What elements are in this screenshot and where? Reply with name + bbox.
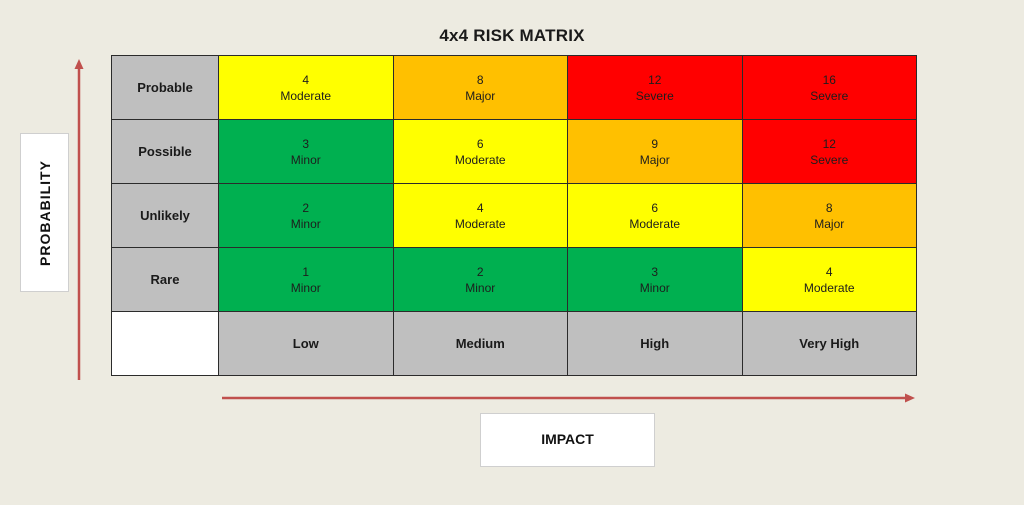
risk-matrix-grid: Probable 4 Moderate 8 Major 12 Severe 16 Severe P… <box>111 55 917 376</box>
risk-level: Severe <box>810 88 849 103</box>
matrix-title: 4x4 RISK MATRIX <box>439 26 585 45</box>
risk-cell: 16 Severe <box>741 55 917 120</box>
risk-score: 3 <box>302 136 310 151</box>
risk-level: Minor <box>290 152 321 167</box>
risk-cell: 8 Major <box>392 55 568 120</box>
risk-score: 9 <box>651 136 659 151</box>
risk-score: 1 <box>302 264 310 279</box>
risk-score: 8 <box>825 200 833 215</box>
probability-arrow-icon <box>74 59 84 380</box>
risk-level: Severe <box>635 88 674 103</box>
matrix-row: Possible 3 Minor 6 Moderate 9 Major 12 Severe <box>111 119 917 184</box>
risk-level: Severe <box>810 152 849 167</box>
risk-cell: 4 Moderate <box>218 55 394 120</box>
risk-cell: 4 Moderate <box>741 247 917 312</box>
probability-axis-label: PROBABILITY <box>36 159 53 266</box>
risk-cell: 12 Severe <box>567 55 743 120</box>
risk-score: 4 <box>825 264 833 279</box>
risk-level: Moderate <box>280 88 332 103</box>
risk-level: Major <box>639 152 670 167</box>
risk-score: 4 <box>476 200 484 215</box>
risk-cell: 8 Major <box>741 183 917 248</box>
risk-score: 6 <box>651 200 659 215</box>
impact-column-header: Medium <box>392 311 568 376</box>
risk-level: Major <box>465 88 496 103</box>
impact-axis-label: IMPACT <box>541 431 594 447</box>
probability-row-header: Rare <box>111 247 219 312</box>
risk-score: 8 <box>476 72 484 87</box>
risk-cell: 1 Minor <box>218 247 394 312</box>
risk-level: Minor <box>290 216 321 231</box>
risk-score: 4 <box>302 72 310 87</box>
probability-row-header: Unlikely <box>111 183 219 248</box>
risk-score: 16 <box>822 72 836 87</box>
impact-arrow-icon <box>222 393 915 403</box>
risk-cell: 9 Major <box>567 119 743 184</box>
risk-cell: 2 Minor <box>218 183 394 248</box>
matrix-row: Probable 4 Moderate 8 Major 12 Severe 16 Severe <box>111 55 917 120</box>
impact-column-header: Low <box>218 311 394 376</box>
risk-cell: 12 Severe <box>741 119 917 184</box>
risk-cell: 6 Moderate <box>392 119 568 184</box>
probability-axis-box: PROBABILITY <box>20 133 69 292</box>
risk-level: Moderate <box>629 216 681 231</box>
risk-level: Minor <box>639 280 670 295</box>
corner-cell <box>111 311 219 376</box>
risk-level: Moderate <box>454 216 506 231</box>
risk-score: 12 <box>822 136 836 151</box>
risk-score: 2 <box>476 264 484 279</box>
risk-level: Moderate <box>454 152 506 167</box>
risk-cell: 3 Minor <box>218 119 394 184</box>
matrix-row: Unlikely 2 Minor 4 Moderate 6 Moderate 8 Major <box>111 183 917 248</box>
risk-level: Minor <box>465 280 496 295</box>
impact-axis-box: IMPACT <box>480 413 655 467</box>
risk-score: 6 <box>476 136 484 151</box>
risk-level: Major <box>814 216 845 231</box>
risk-score: 12 <box>648 72 662 87</box>
risk-cell: 4 Moderate <box>392 183 568 248</box>
risk-score: 2 <box>302 200 310 215</box>
risk-cell: 3 Minor <box>567 247 743 312</box>
risk-score: 3 <box>651 264 659 279</box>
impact-column-header: Very High <box>741 311 917 376</box>
probability-row-header: Possible <box>111 119 219 184</box>
impact-header-row: Low Medium High Very High <box>111 311 917 376</box>
impact-column-header: High <box>567 311 743 376</box>
risk-cell: 2 Minor <box>392 247 568 312</box>
risk-level: Minor <box>290 280 321 295</box>
matrix-row: Rare 1 Minor 2 Minor 3 Minor 4 Moderate <box>111 247 917 312</box>
probability-row-header: Probable <box>111 55 219 120</box>
risk-level: Moderate <box>803 280 855 295</box>
risk-cell: 6 Moderate <box>567 183 743 248</box>
